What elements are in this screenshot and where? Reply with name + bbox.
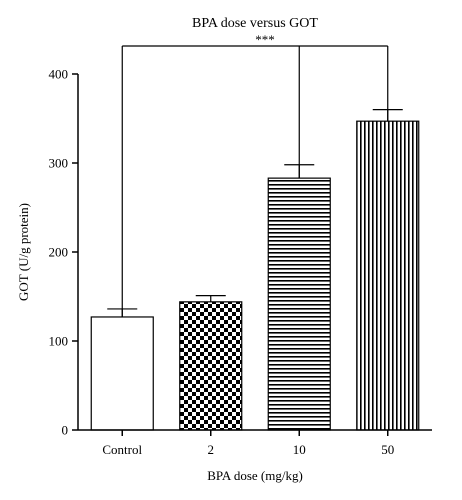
x-ticks: Control 2 10 50: [102, 430, 394, 457]
y-axis-label: GOT (U/g protein): [16, 203, 31, 301]
bar-control: [90, 316, 154, 431]
x-axis-label: BPA dose (mg/kg): [207, 468, 303, 483]
y-tick-label: 400: [49, 67, 69, 82]
y-tick-label: 100: [49, 334, 69, 349]
x-tick-label: Control: [102, 442, 142, 457]
bars-group: [90, 120, 420, 431]
bar-10: [267, 177, 331, 431]
bar-50: [356, 120, 420, 431]
y-tick-label: 300: [49, 156, 69, 171]
significance-bracket: ***: [121, 32, 389, 317]
x-tick-label: 10: [293, 442, 306, 457]
x-tick-label: 50: [381, 442, 394, 457]
y-tick-label: 200: [49, 245, 69, 260]
bar-2: [179, 301, 243, 431]
y-ticks: 0 100 200 300 400: [49, 67, 78, 438]
x-tick-label: 2: [208, 442, 215, 457]
y-tick-label: 0: [62, 423, 69, 438]
significance-label: ***: [255, 32, 275, 47]
chart-title: BPA dose versus GOT: [192, 16, 318, 31]
